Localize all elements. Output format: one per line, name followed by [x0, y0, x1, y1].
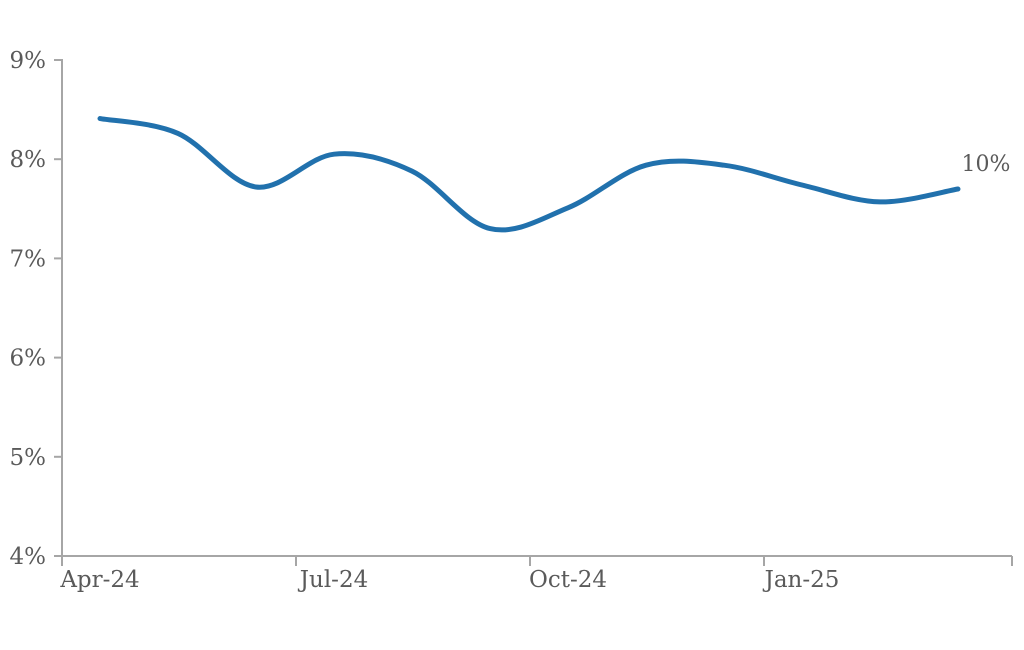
x-axis-tick-label: Jan-25 — [763, 567, 840, 593]
series-line — [97, 116, 961, 233]
series-end-label: 10% — [962, 152, 1011, 177]
y-axis-tick-label: 8% — [10, 147, 47, 173]
x-axis-tick-label: Oct-24 — [529, 567, 607, 593]
x-axis-tick-label: Apr-24 — [59, 567, 139, 593]
y-axis-tick-label: 5% — [10, 445, 47, 471]
y-axis-tick-label: 6% — [10, 346, 47, 372]
y-axis-tick-label: 7% — [10, 246, 47, 272]
y-axis-tick-label: 9% — [10, 48, 47, 74]
x-axis-tick-label: Jul-24 — [298, 567, 368, 593]
y-axis-tick-label: 4% — [10, 544, 47, 570]
